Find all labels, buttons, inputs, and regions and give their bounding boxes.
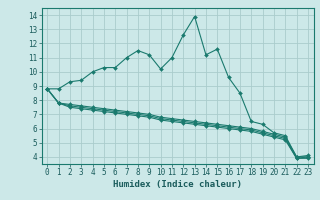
X-axis label: Humidex (Indice chaleur): Humidex (Indice chaleur) [113, 180, 242, 189]
